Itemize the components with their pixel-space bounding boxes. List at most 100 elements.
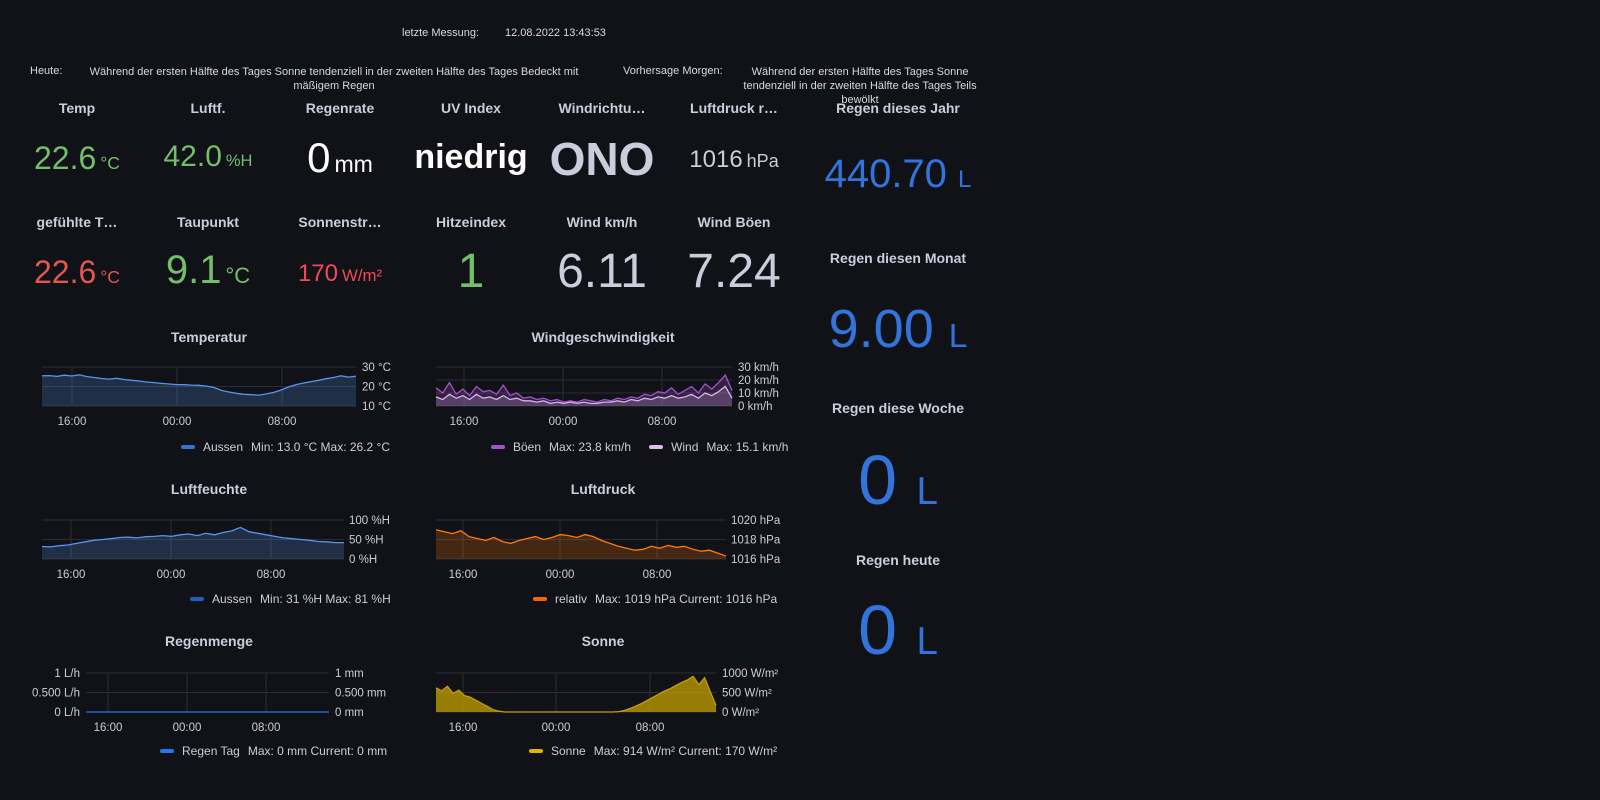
stat-number: 170 (297, 260, 338, 287)
rain-today-value: 0 L (800, 590, 996, 670)
y-tick-label: 50 %H (349, 535, 384, 547)
stat-number: niedrig (414, 138, 528, 176)
stat-value: 22.6 °C (12, 254, 142, 291)
x-tick-label: 00:00 (542, 722, 571, 734)
legend-series-name: Wind (671, 440, 699, 454)
y-tick-label: 1000 W/m² (722, 668, 778, 680)
y-tick-label: 1 mm (335, 668, 364, 680)
stat-title: gefühlte T… (36, 214, 118, 230)
legend-stats: Min: 31 %H Max: 81 %H (260, 592, 391, 606)
series-area-ben (436, 375, 732, 406)
series-area-relativ (436, 529, 726, 559)
rain-month-value: 9.00 L (800, 298, 996, 360)
forecast-today-label: Heute: (30, 65, 63, 77)
legend-stats: Max: 15.1 km/h (706, 440, 789, 454)
x-tick-label: 00:00 (163, 416, 192, 428)
series-line-wind (435, 385, 733, 405)
x-tick-label: 00:00 (157, 569, 186, 581)
stat-value: niedrig (406, 138, 536, 177)
stat-wind-speed: Wind km/h 6.11 (537, 214, 667, 304)
stat-number: 0 (307, 134, 331, 181)
stat-humidity: Luftf. 42.0 %H (143, 100, 273, 190)
stat-value: 170 W/m² (275, 260, 405, 288)
x-tick-label: 16:00 (58, 416, 87, 428)
stat-value: 22.6 °C (12, 140, 142, 177)
legend-rain-amount[interactable]: Regen Tag Max: 0 mm Current: 0 mm (160, 744, 387, 758)
y-tick-label: 1016 hPa (731, 554, 781, 566)
series-area-aussen (42, 374, 356, 406)
stat-number: 1 (457, 245, 485, 298)
rain-number: 0 (858, 591, 898, 669)
chart-title-rain-amount: Regenmenge (165, 633, 253, 649)
stat-title: Luftdruck r… (690, 100, 778, 116)
legend-wind[interactable]: Böen Max: 23.8 km/h Wind Max: 15.1 km/h (491, 440, 788, 454)
y-tick-label: 500 W/m² (722, 688, 772, 700)
stat-heat-index: Hitzeindex 1 (406, 214, 536, 304)
rain-week-value: 0 L (800, 440, 996, 520)
x-tick-label: 08:00 (636, 722, 665, 734)
x-tick-label: 08:00 (268, 416, 297, 428)
y-tick-label-left: 1 L/h (54, 668, 80, 680)
legend-swatch (649, 445, 664, 449)
forecast-today-text: Während der ersten Hälfte des Tages Sonn… (89, 66, 579, 92)
legend-sun[interactable]: Sonne Max: 914 W/m² Current: 170 W/m² (529, 744, 777, 758)
legend-temperature[interactable]: Aussen Min: 13.0 °C Max: 26.2 °C (181, 440, 390, 454)
last-measurement-label: letzte Messung: (402, 27, 480, 39)
stat-number: 42.0 (163, 140, 222, 173)
series-line-relativ (435, 529, 727, 557)
stat-dew-point: Taupunkt 9.1 °C (143, 214, 273, 304)
y-tick-label: 1020 hPa (731, 515, 781, 527)
legend-swatch (491, 445, 505, 449)
chart-title-sun: Sonne (581, 633, 625, 649)
y-tick-label: 30 °C (362, 362, 391, 374)
rain-unit: L (948, 318, 968, 355)
stat-value: ONO (537, 132, 667, 186)
rain-number: 0 (858, 441, 898, 519)
wind-chart: 30 km/h20 km/h10 km/h0 km/h 16:00 00:00 08:… (435, 362, 779, 428)
x-tick-label: 16:00 (449, 722, 478, 734)
chart-title-wind: Windgeschwindigkeit (531, 329, 675, 345)
x-tick-label: 08:00 (257, 569, 286, 581)
humidity-chart: 100 %H 50 %H 0 %H 16:00 00:00 08:00 (41, 515, 390, 581)
temperature-chart: 30 °C 20 °C 10 °C 16:00 00:00 08:00 (41, 362, 391, 428)
stat-title: Windrichtu… (558, 100, 646, 116)
legend-series-name: Böen (513, 440, 542, 454)
rain-unit: L (958, 166, 972, 193)
stat-unit: °C (225, 263, 251, 288)
forecast-tomorrow-label: Vorhersage Morgen: (623, 65, 723, 77)
y-tick-label-left: 0 L/h (54, 707, 80, 719)
y-tick-label: 0 km/h (738, 401, 773, 413)
y-tick-label: 20 km/h (738, 375, 779, 387)
legend-series-name: Sonne (551, 744, 586, 758)
stat-title: Regenrate (305, 100, 375, 116)
legend-stats: Max: 914 W/m² Current: 170 W/m² (593, 744, 778, 758)
y-tick-label: 30 km/h (738, 362, 779, 374)
y-tick-label: 1018 hPa (731, 535, 781, 547)
legend-stats: Min: 13.0 °C Max: 26.2 °C (251, 440, 391, 454)
stat-rain-rate: Regenrate 0 mm (275, 100, 405, 190)
x-tick-label: 08:00 (643, 569, 672, 581)
legend-pressure[interactable]: relativ Max: 1019 hPa Current: 1016 hPa (533, 592, 777, 606)
y-tick-label: 100 %H (349, 515, 390, 527)
rain-week-title: Regen diese Woche (831, 400, 964, 416)
stat-unit: mm (334, 151, 373, 177)
series-line-aussen (41, 374, 357, 396)
stat-value: 1 (406, 244, 536, 299)
legend-series-name: Aussen (203, 440, 244, 454)
x-tick-label: 00:00 (173, 722, 202, 734)
x-tick-label: 16:00 (57, 569, 86, 581)
rain-today-title: Regen heute (855, 552, 940, 568)
stat-solar-radiation: Sonnenstr… 170 W/m² (275, 214, 405, 304)
x-tick-label: 00:00 (549, 416, 578, 428)
rain-year-title: Regen dieses Jahr (836, 100, 960, 116)
stat-temp: Temp 22.6 °C (12, 100, 142, 190)
legend-stats: Max: 23.8 km/h (549, 440, 632, 454)
legend-humidity[interactable]: Aussen Min: 31 %H Max: 81 %H (190, 592, 391, 606)
stat-number: 6.11 (557, 245, 647, 298)
stat-number: 9.1 (165, 248, 222, 292)
stat-unit: %H (225, 152, 253, 170)
rain-year-value: 440.70 L (800, 152, 996, 197)
legend-swatch (160, 749, 174, 753)
chart-title-humidity: Luftfeuchte (170, 481, 248, 497)
chart-title-temperature: Temperatur (171, 329, 247, 345)
